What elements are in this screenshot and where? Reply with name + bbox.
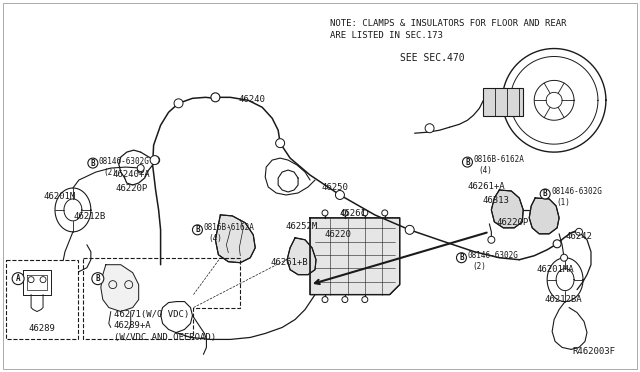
Text: B: B: [465, 158, 470, 167]
Text: 46261+A: 46261+A: [467, 182, 505, 191]
Text: (4): (4): [479, 166, 492, 175]
Text: (1): (1): [556, 198, 570, 207]
Text: 46250: 46250: [322, 183, 349, 192]
Circle shape: [463, 157, 472, 167]
Circle shape: [456, 253, 467, 263]
Polygon shape: [216, 215, 255, 263]
Text: B: B: [543, 189, 547, 199]
Text: R462003F: R462003F: [572, 347, 615, 356]
Circle shape: [362, 296, 368, 302]
Circle shape: [88, 158, 98, 168]
Text: 46240: 46240: [238, 95, 265, 104]
Text: 46271(W/O VDC): 46271(W/O VDC): [114, 310, 189, 318]
Circle shape: [575, 228, 582, 235]
Circle shape: [12, 273, 24, 285]
Circle shape: [92, 273, 104, 285]
Text: 46212B: 46212B: [74, 212, 106, 221]
Text: 46212BA: 46212BA: [544, 295, 582, 304]
Circle shape: [406, 226, 413, 234]
Text: SEE SEC.470: SEE SEC.470: [400, 52, 465, 62]
Circle shape: [322, 210, 328, 216]
Circle shape: [276, 139, 285, 148]
Circle shape: [342, 296, 348, 302]
Text: 0816B-6162A: 0816B-6162A: [474, 155, 524, 164]
Text: 46313: 46313: [483, 196, 509, 205]
Text: B: B: [195, 225, 200, 234]
Text: 46220P: 46220P: [116, 184, 148, 193]
Text: (2): (2): [472, 262, 486, 271]
Polygon shape: [287, 238, 316, 275]
Circle shape: [553, 240, 561, 248]
Text: NOTE: CLAMPS & INSULATORS FOR FLOOR AND REAR: NOTE: CLAMPS & INSULATORS FOR FLOOR AND …: [330, 19, 566, 28]
Polygon shape: [310, 218, 400, 295]
Text: 08146-6302G: 08146-6302G: [99, 157, 150, 166]
Circle shape: [336, 191, 344, 199]
Text: 46252M: 46252M: [285, 222, 317, 231]
Text: 46220P: 46220P: [497, 218, 529, 227]
Text: 46201M: 46201M: [43, 192, 76, 201]
Text: (4): (4): [209, 234, 222, 243]
Circle shape: [382, 210, 388, 216]
Text: B: B: [459, 253, 464, 262]
Circle shape: [540, 189, 550, 199]
Polygon shape: [492, 190, 524, 228]
Text: 46289+A: 46289+A: [114, 321, 152, 330]
Circle shape: [335, 190, 344, 199]
Text: 46261+B: 46261+B: [270, 258, 308, 267]
Polygon shape: [101, 265, 139, 311]
Circle shape: [138, 167, 143, 173]
Text: 46240+A: 46240+A: [113, 170, 150, 179]
Circle shape: [152, 156, 159, 164]
Bar: [6, 260, 78, 339]
Text: 46242: 46242: [565, 232, 592, 241]
Text: 46289: 46289: [28, 324, 55, 333]
Text: 08146-6302G: 08146-6302G: [551, 187, 602, 196]
Circle shape: [211, 93, 220, 102]
Bar: [483, 89, 524, 116]
Circle shape: [174, 99, 183, 108]
Text: A: A: [16, 274, 20, 283]
Circle shape: [362, 210, 368, 216]
Circle shape: [488, 236, 495, 243]
Text: ARE LISTED IN SEC.173: ARE LISTED IN SEC.173: [330, 31, 443, 39]
Text: 08146-6302G: 08146-6302G: [467, 251, 518, 260]
Text: 46261: 46261: [340, 209, 367, 218]
Circle shape: [405, 225, 414, 234]
Circle shape: [193, 225, 202, 235]
Circle shape: [561, 254, 568, 261]
Text: 46201MA: 46201MA: [536, 265, 574, 274]
Text: B: B: [95, 274, 100, 283]
Text: 46220: 46220: [325, 230, 352, 239]
Circle shape: [342, 210, 348, 216]
Circle shape: [150, 155, 159, 164]
Text: 0816B-6162A: 0816B-6162A: [204, 223, 254, 232]
Circle shape: [322, 296, 328, 302]
Text: B: B: [90, 158, 95, 167]
Circle shape: [137, 164, 144, 171]
Text: (2): (2): [104, 168, 118, 177]
Circle shape: [276, 139, 284, 147]
Text: (W/VDC AND OFFROAD): (W/VDC AND OFFROAD): [114, 333, 216, 343]
Polygon shape: [529, 198, 559, 234]
Circle shape: [425, 124, 434, 133]
